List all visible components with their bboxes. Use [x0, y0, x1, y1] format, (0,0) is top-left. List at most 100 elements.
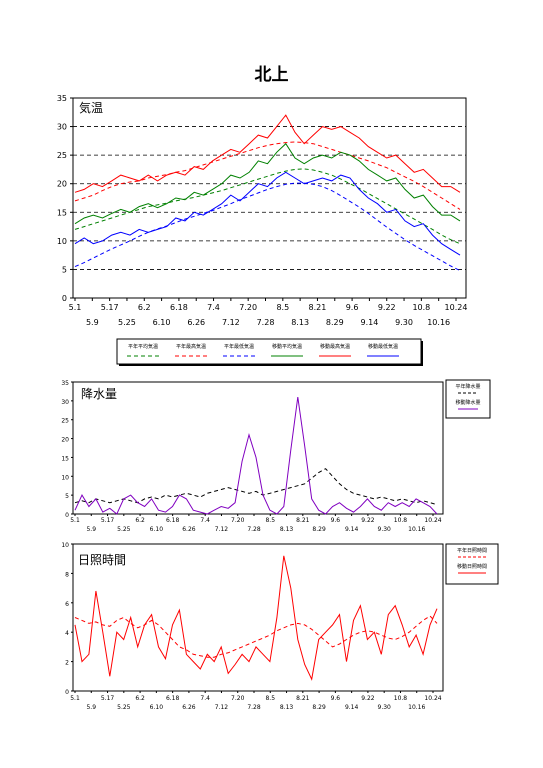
x-tick-label: 10.16 [408, 526, 425, 533]
y-tick-label: 0 [65, 512, 69, 519]
series-line-移動日照時間 [74, 555, 438, 681]
inner-label: 降水量 [81, 387, 117, 401]
x-tick-label: 8.13 [280, 526, 294, 533]
x-tick-label: 6.10 [150, 704, 164, 711]
series-line-平年最低気温 [74, 182, 461, 272]
legend-box [116, 338, 422, 365]
y-tick-label: 10 [61, 542, 69, 549]
x-tick-label: 10.8 [394, 695, 408, 702]
y-tick-label: 20 [57, 180, 67, 189]
x-tick-label: 8.5 [265, 517, 275, 524]
x-tick-label: 6.26 [187, 318, 205, 327]
x-tick-label: 5.9 [86, 318, 99, 327]
x-tick-label: 10.24 [424, 695, 441, 702]
x-tick-label: 7.20 [231, 695, 245, 702]
x-tick-label: 8.21 [296, 695, 310, 702]
legend-label: 平年最高気温 [176, 343, 206, 350]
x-tick-label: 9.6 [331, 695, 341, 702]
x-tick-label: 6.2 [135, 517, 145, 524]
x-tick-label: 7.12 [222, 318, 240, 327]
x-tick-label: 7.20 [239, 303, 257, 312]
y-tick-label: 5 [62, 265, 67, 274]
legend-label: 移動降水量 [455, 399, 480, 406]
x-tick-label: 8.21 [296, 517, 310, 524]
legend-label: 平年日照時間 [457, 547, 487, 554]
x-tick-label: 9.30 [378, 526, 392, 533]
x-tick-label: 8.13 [280, 704, 294, 711]
y-tick-label: 15 [61, 455, 69, 462]
x-tick-label: 6.18 [166, 517, 180, 524]
x-tick-label: 9.30 [395, 318, 413, 327]
x-tick-label: 10.8 [412, 303, 430, 312]
x-tick-label: 5.1 [69, 303, 82, 312]
x-tick-label: 7.28 [247, 526, 261, 533]
x-tick-label: 8.5 [276, 303, 289, 312]
x-tick-label: 5.25 [117, 704, 131, 711]
chart-2: 0 5 10 15 20 25 30 35 5.1 5.17 6.2 6.18 7.4 7.20 8.5 8.… [61, 379, 491, 533]
y-tick-label: 20 [61, 437, 69, 444]
x-tick-label: 9.14 [345, 704, 359, 711]
x-tick-label: 5.9 [86, 704, 96, 711]
x-tick-label: 7.28 [247, 704, 261, 711]
x-tick-label: 7.12 [215, 704, 229, 711]
x-tick-label: 10.8 [394, 517, 408, 524]
x-tick-label: 9.22 [361, 517, 375, 524]
y-tick-label: 5 [65, 493, 69, 500]
y-tick-label: 30 [61, 399, 69, 406]
x-tick-label: 9.14 [361, 318, 379, 327]
legend-label: 移動最低気温 [368, 343, 398, 350]
x-tick-label: 9.22 [361, 695, 375, 702]
series-line-平年最高気温 [74, 141, 461, 210]
x-tick-label: 5.17 [101, 303, 119, 312]
x-tick-label: 6.26 [182, 526, 196, 533]
x-tick-label: 6.2 [138, 303, 151, 312]
y-tick-label: 15 [57, 208, 67, 217]
y-tick-label: 6 [65, 601, 69, 608]
x-tick-label: 5.17 [101, 517, 115, 524]
x-tick-label: 8.29 [326, 318, 344, 327]
plot-frame [72, 381, 444, 515]
x-tick-label: 10.24 [424, 517, 441, 524]
x-tick-label: 6.18 [166, 695, 180, 702]
legend-label: 平年降水量 [455, 383, 480, 390]
y-tick-label: 8 [65, 571, 69, 578]
legend-label: 移動最高気温 [320, 343, 350, 350]
x-tick-label: 5.9 [86, 526, 96, 533]
x-tick-label: 10.16 [408, 704, 425, 711]
x-tick-label: 9.14 [345, 526, 359, 533]
legend: 平年平均気温 平年最高気温 平年最低気温 移動平均気温 移動最高気温 移動最低気温 [116, 338, 423, 366]
x-tick-label: 10.16 [427, 318, 450, 327]
inner-label: 気温 [79, 100, 103, 115]
x-tick-label: 9.30 [378, 704, 392, 711]
series-line-移動降水量 [74, 397, 438, 515]
x-tick-label: 10.24 [445, 303, 468, 312]
plot-frame [72, 543, 444, 692]
y-tick-label: 30 [57, 123, 67, 132]
plot-frame [72, 97, 467, 299]
y-tick-label: 0 [65, 689, 69, 696]
x-tick-label: 5.25 [118, 318, 136, 327]
y-tick-label: 25 [57, 151, 67, 160]
x-tick-label: 7.12 [215, 526, 229, 533]
x-tick-label: 8.21 [309, 303, 327, 312]
x-tick-label: 8.29 [312, 526, 326, 533]
y-tick-label: 4 [65, 630, 69, 637]
legend-label: 移動日照時間 [457, 563, 487, 570]
x-tick-label: 5.1 [70, 517, 80, 524]
series-line-移動平均気温 [74, 142, 461, 225]
x-tick-label: 5.25 [117, 526, 131, 533]
x-tick-label: 6.10 [150, 526, 164, 533]
x-tick-label: 7.20 [231, 517, 245, 524]
x-tick-label: 5.17 [101, 695, 115, 702]
x-tick-label: 6.18 [170, 303, 188, 312]
x-tick-label: 8.13 [291, 318, 309, 327]
x-tick-label: 9.6 [346, 303, 359, 312]
x-tick-label: 7.4 [200, 695, 210, 702]
x-tick-label: 8.5 [265, 695, 275, 702]
legend-box [445, 379, 491, 419]
y-tick-label: 2 [65, 660, 69, 667]
y-tick-label: 10 [61, 474, 69, 481]
x-tick-label: 7.28 [257, 318, 275, 327]
